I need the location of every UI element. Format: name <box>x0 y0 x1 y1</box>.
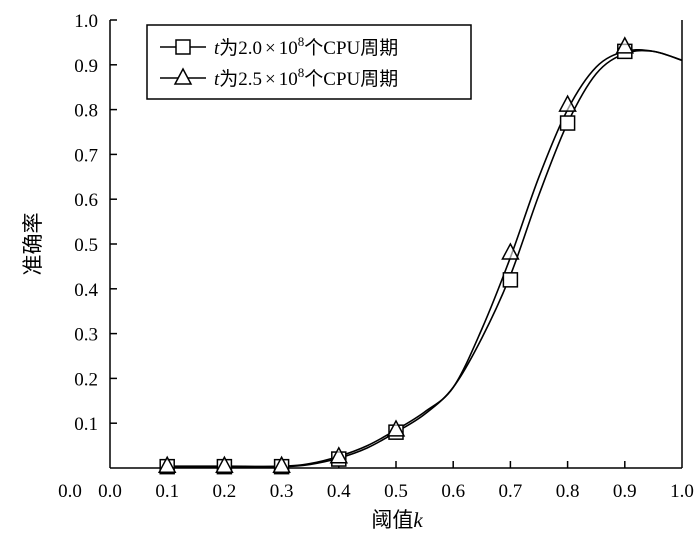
data-point-triangle <box>272 455 291 473</box>
legend-entry-series-1: t为2.0 × 108个CPU周期 <box>160 34 398 59</box>
x-axis-label-var: k <box>413 508 423 532</box>
series-line-2 <box>167 49 683 468</box>
x-tick-label: 0.1 <box>155 481 179 502</box>
y-axis-label: 准确率 <box>21 213 45 276</box>
y-tick-label: 0.5 <box>74 235 98 256</box>
x-tick-label: 0.7 <box>499 481 523 502</box>
markers <box>157 36 635 475</box>
data-point-triangle <box>215 455 234 473</box>
y-tick-label: 1.0 <box>74 11 98 32</box>
legend-entry-series-2: t为2.5 × 108个CPU周期 <box>160 65 398 90</box>
data-point-triangle <box>558 94 577 112</box>
y-tick-label: 0.1 <box>74 414 98 435</box>
legend-marker-square <box>175 39 191 55</box>
x-tick-label: 0.2 <box>213 481 237 502</box>
legend-marker-triangle <box>173 67 193 85</box>
series-line-1 <box>167 49 683 468</box>
legend-box <box>146 24 472 100</box>
x-tick-label: 0.0 <box>98 481 122 502</box>
x-tick-label: 0.6 <box>441 481 465 502</box>
data-point-triangle <box>615 36 635 54</box>
x-axis-label: 阈值k <box>371 508 423 532</box>
data-point-triangle <box>329 446 349 464</box>
y-tick-label: 0.2 <box>74 369 98 390</box>
legend-var: t <box>214 38 220 59</box>
tick-labels: 0.0 0.1 0.2 0.3 0.4 0.5 0.6 0.7 0.8 0.9 1.0 0.0 0.1 0… <box>58 11 694 502</box>
x-tick-label: 0.5 <box>384 481 408 502</box>
x-tick-label: 0.8 <box>556 481 580 502</box>
y-tick-label: 0.6 <box>74 190 98 211</box>
curves <box>167 49 683 468</box>
legend-var: t <box>214 69 220 90</box>
data-point-triangle <box>501 242 520 260</box>
y-tick-label: 0.4 <box>74 280 98 301</box>
y-tick-label: 0.7 <box>74 145 98 166</box>
y-tick-label: 0.9 <box>74 56 98 77</box>
x-tick-label: 1.0 <box>670 481 694 502</box>
legend-label-series-1: t为2.0 × 108个CPU周期 <box>214 34 398 59</box>
data-point-triangle <box>157 455 177 473</box>
y-tick-label: 0.8 <box>74 101 98 122</box>
data-point-square <box>559 115 576 131</box>
legend: t为2.0 × 108个CPU周期 t为2.5 × 108个CPU周期 <box>146 24 472 100</box>
x-tick-label: 0.4 <box>327 481 351 502</box>
x-axis-label-text: 阈值 <box>371 508 413 532</box>
x-tick-label: 0.3 <box>270 481 294 502</box>
data-point-triangle <box>386 419 406 437</box>
origin-label: 0.0 <box>58 481 82 502</box>
legend-label-series-2: t为2.5 × 108个CPU周期 <box>214 65 398 90</box>
data-point-square <box>502 272 519 288</box>
x-tick-label: 0.9 <box>613 481 637 502</box>
y-tick-label: 0.3 <box>74 325 98 346</box>
